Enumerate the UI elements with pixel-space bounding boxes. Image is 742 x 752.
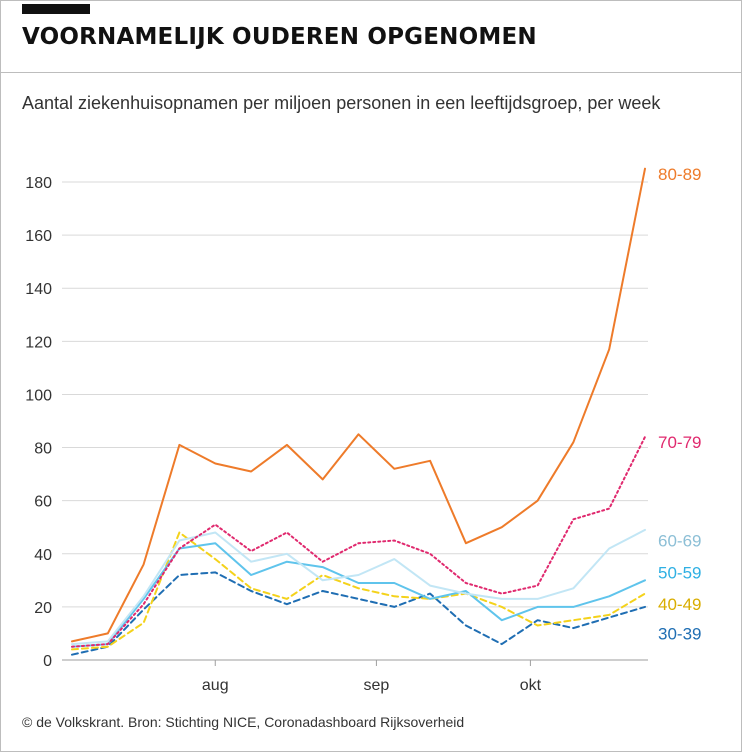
y-tick-label: 160 — [25, 228, 52, 245]
x-axis: aug sep okt — [202, 660, 542, 694]
series-line-50-59 — [71, 542, 646, 648]
series-line-70-79 — [71, 435, 646, 648]
x-tick-label-sep: sep — [364, 677, 390, 694]
y-tick-label: 0 — [43, 653, 52, 670]
y-tick-label: 20 — [34, 600, 52, 617]
source-credit: © de Volkskrant. Bron: Stichting NICE, C… — [22, 714, 465, 730]
series-label-40-49: 40-49 — [658, 595, 701, 614]
series-line-40-49 — [71, 531, 646, 651]
x-tick-label-okt: okt — [520, 677, 542, 694]
series-label-60-69: 60-69 — [658, 532, 701, 551]
series-label-50-59: 50-59 — [658, 563, 701, 582]
series-label-80-89: 80-89 — [658, 165, 701, 184]
series-label-30-39: 30-39 — [658, 624, 701, 643]
x-tick-label-aug: aug — [202, 677, 229, 694]
chart-subtitle: Aantal ziekenhuisopnamen per miljoen per… — [22, 93, 661, 113]
series-label-70-79: 70-79 — [658, 433, 701, 452]
y-axis: 0 20 40 60 80 100 120 140 160 180 — [25, 175, 52, 670]
y-tick-label: 180 — [25, 175, 52, 192]
y-tick-label: 140 — [25, 281, 52, 298]
series-line-80-89 — [71, 167, 646, 643]
y-tick-label: 80 — [34, 441, 52, 458]
series-lines — [71, 167, 646, 656]
y-tick-label: 120 — [25, 334, 52, 351]
series-line-60-69 — [71, 528, 646, 646]
y-tick-label: 100 — [25, 387, 52, 404]
gridlines — [62, 181, 648, 661]
chart-title: VOORNAMELIJK OUDEREN OPGENOMEN — [22, 24, 537, 50]
y-tick-label: 60 — [34, 494, 52, 511]
header-accent-bar — [22, 4, 90, 14]
title-divider — [0, 72, 742, 73]
y-tick-label: 40 — [34, 547, 52, 564]
series-labels: 80-89 70-79 60-69 50-59 40-49 30-39 — [658, 165, 701, 643]
